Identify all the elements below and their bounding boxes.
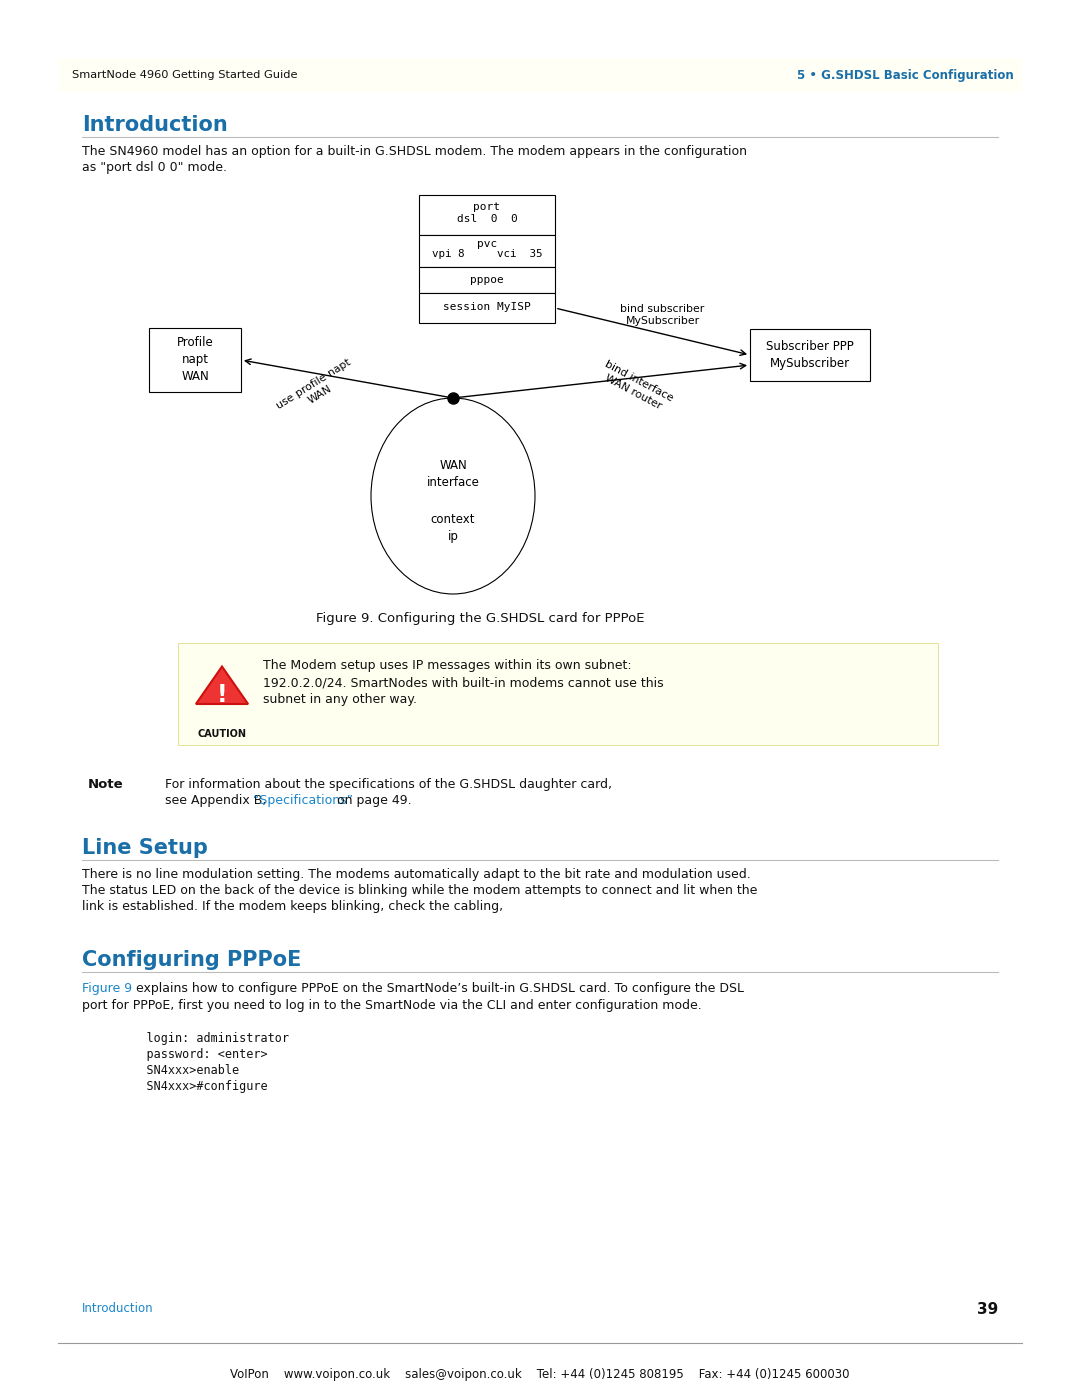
- Text: password: <enter>: password: <enter>: [118, 1048, 268, 1060]
- Text: 5 • G.SHDSL Basic Configuration: 5 • G.SHDSL Basic Configuration: [797, 68, 1014, 81]
- Text: The SN4960 model has an option for a built-in G.SHDSL modem. The modem appears i: The SN4960 model has an option for a bui…: [82, 145, 747, 158]
- Text: link is established. If the modem keeps blinking, check the cabling,: link is established. If the modem keeps …: [82, 900, 503, 914]
- Text: SN4xxx>enable: SN4xxx>enable: [118, 1065, 239, 1077]
- Text: bind interface
WAN router: bind interface WAN router: [597, 359, 675, 415]
- Text: VoIPon    www.voipon.co.uk    sales@voipon.co.uk    Tel: +44 (0)1245 808195    F: VoIPon www.voipon.co.uk sales@voipon.co.…: [230, 1368, 850, 1382]
- Text: see Appendix B,: see Appendix B,: [165, 793, 270, 807]
- Bar: [419, 267, 555, 293]
- Bar: [149, 328, 241, 393]
- Bar: [419, 235, 555, 267]
- Text: 192.0.2.0/24. SmartNodes with built-in modems cannot use this: 192.0.2.0/24. SmartNodes with built-in m…: [264, 676, 663, 689]
- Text: Figure 9. Configuring the G.SHDSL card for PPPoE: Figure 9. Configuring the G.SHDSL card f…: [315, 612, 645, 624]
- Text: CAUTION: CAUTION: [198, 729, 246, 739]
- Text: use profile napt
WAN: use profile napt WAN: [274, 356, 360, 420]
- Bar: [178, 643, 939, 745]
- Text: Note: Note: [87, 778, 123, 791]
- Text: dsl  0  0: dsl 0 0: [457, 214, 517, 224]
- Text: explains how to configure PPPoE on the SmartNode’s built-in G.SHDSL card. To con: explains how to configure PPPoE on the S…: [132, 982, 744, 995]
- Text: The Modem setup uses IP messages within its own subnet:: The Modem setup uses IP messages within …: [264, 659, 632, 672]
- Text: pvc: pvc: [477, 239, 497, 249]
- Bar: [58, 59, 1022, 92]
- Bar: [419, 293, 555, 323]
- Text: as "port dsl 0 0" mode.: as "port dsl 0 0" mode.: [82, 161, 227, 175]
- Ellipse shape: [372, 398, 535, 594]
- Text: vpi 8     vci  35: vpi 8 vci 35: [432, 249, 542, 258]
- Text: port for PPPoE, first you need to log in to the SmartNode via the CLI and enter : port for PPPoE, first you need to log in…: [82, 999, 702, 1011]
- Text: session MyISP: session MyISP: [443, 302, 531, 312]
- Text: Line Setup: Line Setup: [82, 838, 207, 858]
- Text: Figure 9: Figure 9: [82, 982, 132, 995]
- Text: SmartNode 4960 Getting Started Guide: SmartNode 4960 Getting Started Guide: [72, 70, 297, 80]
- Text: Configuring PPPoE: Configuring PPPoE: [82, 950, 301, 970]
- Text: SN4xxx>#configure: SN4xxx>#configure: [118, 1080, 268, 1092]
- Text: The status LED on the back of the device is blinking while the modem attempts to: The status LED on the back of the device…: [82, 884, 757, 897]
- Text: !: !: [217, 683, 227, 707]
- Text: context
ip: context ip: [431, 513, 475, 543]
- Text: bind subscriber: bind subscriber: [620, 303, 704, 313]
- Text: “Specifications”: “Specifications”: [253, 793, 353, 807]
- Text: subnet in any other way.: subnet in any other way.: [264, 693, 417, 705]
- Polygon shape: [195, 666, 248, 704]
- Text: pppoe: pppoe: [470, 275, 504, 285]
- Bar: [750, 330, 870, 381]
- Text: on page 49.: on page 49.: [333, 793, 411, 807]
- Text: WAN
interface: WAN interface: [427, 460, 480, 489]
- Text: For information about the specifications of the G.SHDSL daughter card,: For information about the specifications…: [165, 778, 612, 791]
- Text: 39: 39: [976, 1302, 998, 1317]
- Text: login: administrator: login: administrator: [118, 1032, 289, 1045]
- Text: Profile
napt
WAN: Profile napt WAN: [177, 337, 214, 384]
- Text: MySubscriber: MySubscriber: [625, 316, 700, 326]
- Text: port: port: [473, 203, 500, 212]
- Bar: [419, 196, 555, 235]
- Text: Subscriber PPP
MySubscriber: Subscriber PPP MySubscriber: [766, 339, 854, 370]
- Text: Introduction: Introduction: [82, 1302, 153, 1315]
- Text: There is no line modulation setting. The modems automatically adapt to the bit r: There is no line modulation setting. The…: [82, 868, 751, 882]
- Text: Introduction: Introduction: [82, 115, 228, 136]
